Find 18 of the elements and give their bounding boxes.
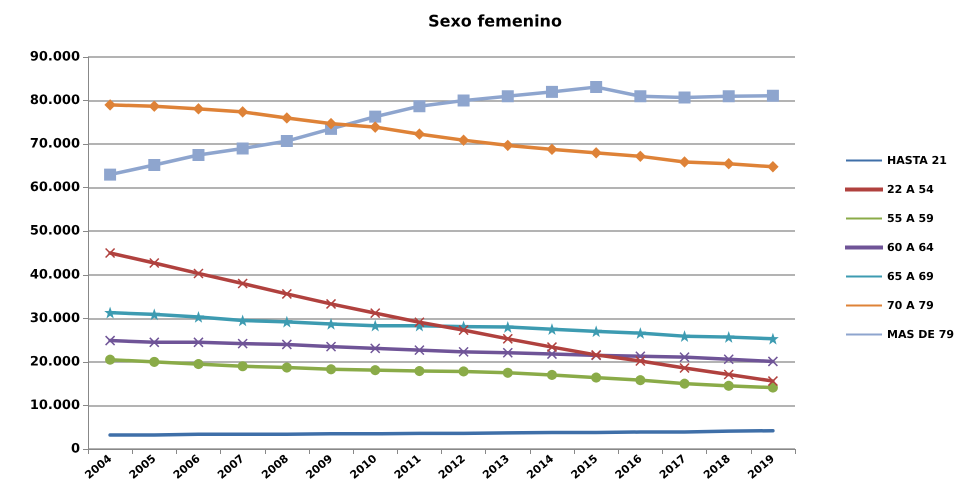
legend-label: 55 A 59 (887, 212, 934, 225)
y-tick-label: 70.000 (30, 136, 80, 152)
y-tick-label: 20.000 (30, 354, 80, 370)
y-tick-label: 10.000 (30, 398, 80, 413)
legend-label: 60 A 64 (887, 241, 934, 254)
legend-label: 22 A 54 (887, 183, 934, 196)
legend-label: MAS DE 79 (887, 328, 954, 341)
y-tick-label: 60.000 (30, 180, 80, 196)
y-tick-label: 50.000 (30, 224, 80, 239)
y-tick-label: 80.000 (30, 93, 80, 108)
legend-label: 70 A 79 (887, 299, 934, 312)
legend-label: 65 A 69 (887, 270, 934, 283)
y-tick-label: 0 (70, 442, 80, 456)
chart-title: Sexo femenino (428, 12, 562, 30)
legend-label: HASTA 21 (887, 154, 947, 167)
y-tick-label: 90.000 (30, 50, 80, 64)
y-tick-label: 30.000 (30, 310, 80, 326)
y-tick-label: 40.000 (30, 267, 80, 282)
